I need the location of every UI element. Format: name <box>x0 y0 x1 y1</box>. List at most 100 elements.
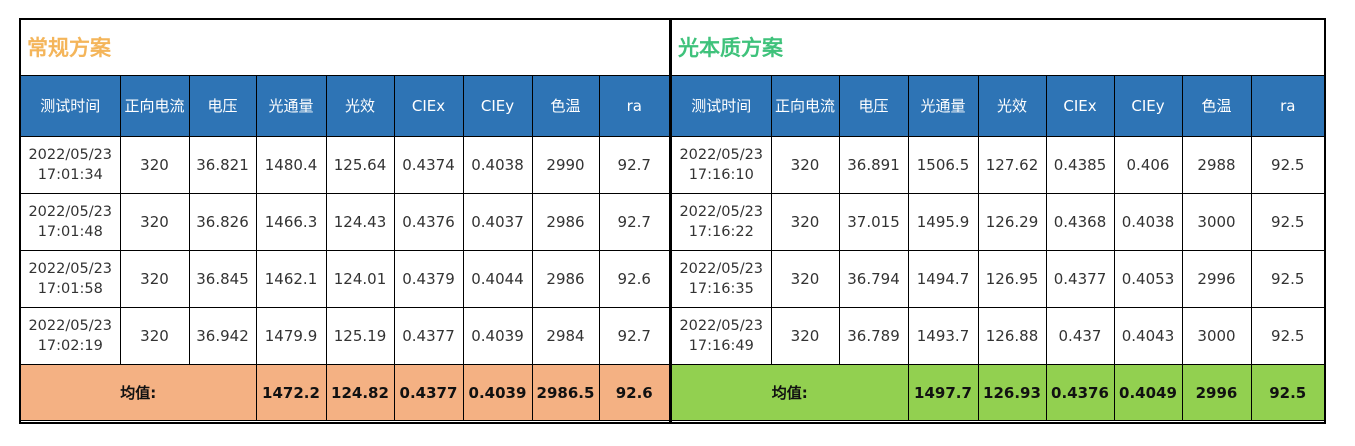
cell-voltage: 36.821 <box>188 136 257 194</box>
header-ciey: CIEy <box>462 76 533 137</box>
header-test-time: 测试时间 <box>672 76 772 137</box>
average-ra: 92.6 <box>598 364 669 421</box>
cell-date: 2022/05/23 <box>679 318 764 334</box>
header-voltage: 电压 <box>838 76 909 137</box>
cell-date: 2022/05/23 <box>679 261 764 277</box>
cell-ciey: 0.4039 <box>462 307 533 365</box>
cell-time: 17:16:35 <box>688 281 754 297</box>
cell-time: 17:02:19 <box>37 338 103 354</box>
cell-test-time: 2022/05/23 17:16:35 <box>672 250 772 308</box>
header-ciey: CIEy <box>1113 76 1183 137</box>
average-row: 均值: 1497.7 126.93 0.4376 0.4049 2996 92.… <box>672 364 1324 421</box>
cell-flux: 1480.4 <box>255 136 327 194</box>
cell-current: 320 <box>770 307 840 365</box>
table-row: 2022/05/23 17:01:48 320 36.826 1466.3 124… <box>21 193 669 251</box>
header-test-time: 测试时间 <box>21 76 121 137</box>
average-label: 均值: <box>672 364 909 421</box>
cell-ciex: 0.4385 <box>1045 136 1115 194</box>
header-row: 测试时间 正向电流 电压 光通量 光效 CIEx CIEy 色温 ra <box>672 76 1324 137</box>
cell-ciey: 0.4038 <box>462 136 533 194</box>
cell-ciex: 0.4374 <box>393 136 464 194</box>
cell-time: 17:01:48 <box>37 224 103 240</box>
cell-cct: 2986 <box>531 193 600 251</box>
cell-test-time: 2022/05/23 17:01:34 <box>21 136 121 194</box>
cell-current: 320 <box>770 250 840 308</box>
cell-date: 2022/05/23 <box>679 147 764 163</box>
cell-time: 17:01:34 <box>37 167 103 183</box>
cell-efficacy: 127.62 <box>977 136 1047 194</box>
table-row: 2022/05/23 17:16:35 320 36.794 1494.7 126… <box>672 250 1324 308</box>
header-row: 测试时间 正向电流 电压 光通量 光效 CIEx CIEy 色温 ra <box>21 76 669 137</box>
header-forward-current: 正向电流 <box>770 76 840 137</box>
average-cct: 2996 <box>1181 364 1252 421</box>
cell-voltage: 37.015 <box>838 193 909 251</box>
table-row: 2022/05/23 17:01:34 320 36.821 1480.4 125… <box>21 136 669 194</box>
cell-efficacy: 124.43 <box>325 193 395 251</box>
cell-date: 2022/05/23 <box>28 318 113 334</box>
cell-current: 320 <box>119 193 190 251</box>
cell-ra: 92.7 <box>598 307 669 365</box>
cell-flux: 1495.9 <box>907 193 979 251</box>
cell-efficacy: 125.19 <box>325 307 395 365</box>
cell-ra: 92.5 <box>1250 250 1324 308</box>
cell-date: 2022/05/23 <box>28 261 113 277</box>
average-flux: 1497.7 <box>907 364 979 421</box>
cell-ra: 92.7 <box>598 193 669 251</box>
header-ciex: CIEx <box>1045 76 1115 137</box>
cell-ciey: 0.4053 <box>1113 250 1183 308</box>
cell-efficacy: 126.95 <box>977 250 1047 308</box>
cell-ciex: 0.4377 <box>1045 250 1115 308</box>
cell-efficacy: 124.01 <box>325 250 395 308</box>
header-color-temperature: 色温 <box>531 76 600 137</box>
cell-date: 2022/05/23 <box>28 204 113 220</box>
cell-ciex: 0.4379 <box>393 250 464 308</box>
cell-current: 320 <box>119 307 190 365</box>
cell-test-time: 2022/05/23 17:02:19 <box>21 307 121 365</box>
table-row: 2022/05/23 17:16:10 320 36.891 1506.5 127… <box>672 136 1324 194</box>
cell-test-time: 2022/05/23 17:01:48 <box>21 193 121 251</box>
conventional-scheme-panel: 常规方案 测试时间 正向电流 电压 光通量 光效 CIEx CIEy 色温 ra… <box>19 18 671 424</box>
cell-date: 2022/05/23 <box>28 147 113 163</box>
cell-ra: 92.6 <box>598 250 669 308</box>
cell-ciex: 0.4377 <box>393 307 464 365</box>
conventional-scheme-title: 常规方案 <box>21 20 669 76</box>
table-row: 2022/05/23 17:02:19 320 36.942 1479.9 125… <box>21 307 669 365</box>
cell-ciey: 0.4044 <box>462 250 533 308</box>
cell-test-time: 2022/05/23 17:01:58 <box>21 250 121 308</box>
cell-test-time: 2022/05/23 17:16:22 <box>672 193 772 251</box>
cell-current: 320 <box>770 136 840 194</box>
cell-ciex: 0.437 <box>1045 307 1115 365</box>
cell-time: 17:16:22 <box>688 224 754 240</box>
header-ra: ra <box>598 76 669 137</box>
cell-ciey: 0.4043 <box>1113 307 1183 365</box>
header-luminous-flux: 光通量 <box>255 76 327 137</box>
average-row: 均值: 1472.2 124.82 0.4377 0.4039 2986.5 9… <box>21 364 669 421</box>
cell-current: 320 <box>119 250 190 308</box>
cell-efficacy: 125.64 <box>325 136 395 194</box>
header-ra: ra <box>1250 76 1324 137</box>
quality-scheme-panel: 光本质方案 测试时间 正向电流 电压 光通量 光效 CIEx CIEy 色温 r… <box>671 18 1326 424</box>
cell-time: 17:16:49 <box>688 338 754 354</box>
average-ciex: 0.4376 <box>1045 364 1115 421</box>
cell-ra: 92.5 <box>1250 136 1324 194</box>
cell-ra: 92.5 <box>1250 193 1324 251</box>
cell-voltage: 36.891 <box>838 136 909 194</box>
header-luminous-flux: 光通量 <box>907 76 979 137</box>
average-efficacy: 126.93 <box>977 364 1047 421</box>
cell-efficacy: 126.88 <box>977 307 1047 365</box>
quality-data-table: 测试时间 正向电流 电压 光通量 光效 CIEx CIEy 色温 ra 2022… <box>672 76 1324 421</box>
cell-ciey: 0.406 <box>1113 136 1183 194</box>
cell-cct: 2996 <box>1181 250 1252 308</box>
cell-voltage: 36.826 <box>188 193 257 251</box>
quality-scheme-title: 光本质方案 <box>672 20 1324 76</box>
cell-ra: 92.7 <box>598 136 669 194</box>
cell-time: 17:01:58 <box>37 281 103 297</box>
header-color-temperature: 色温 <box>1181 76 1252 137</box>
cell-test-time: 2022/05/23 17:16:49 <box>672 307 772 365</box>
cell-voltage: 36.794 <box>838 250 909 308</box>
table-row: 2022/05/23 17:16:22 320 37.015 1495.9 126… <box>672 193 1324 251</box>
cell-cct: 2990 <box>531 136 600 194</box>
cell-flux: 1462.1 <box>255 250 327 308</box>
cell-flux: 1466.3 <box>255 193 327 251</box>
cell-voltage: 36.789 <box>838 307 909 365</box>
